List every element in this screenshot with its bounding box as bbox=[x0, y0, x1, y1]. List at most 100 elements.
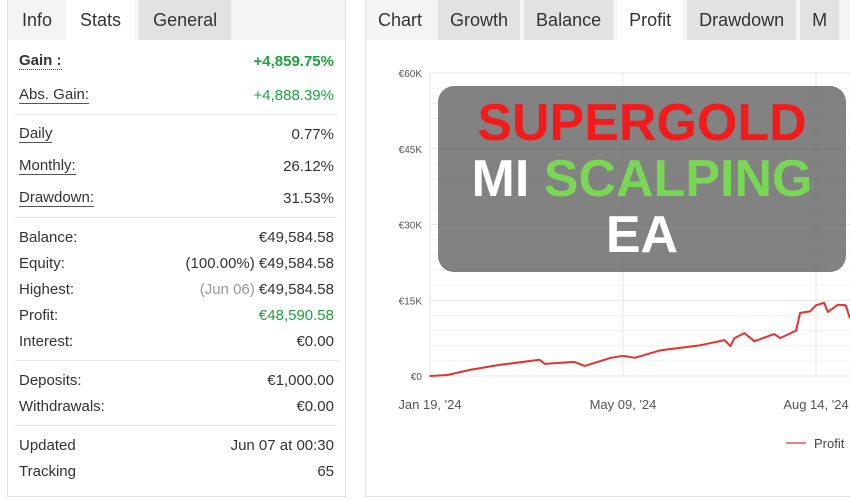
data-point bbox=[795, 329, 797, 332]
y-tick-label: €60K bbox=[399, 69, 423, 80]
daily-row: Daily 0.77% bbox=[8, 121, 345, 147]
data-point bbox=[799, 312, 801, 314]
tab-info[interactable]: Info bbox=[22, 10, 53, 30]
tab-profit[interactable]: Profit bbox=[617, 0, 684, 40]
divider bbox=[15, 217, 338, 218]
data-point bbox=[823, 301, 825, 304]
updated-label: Updated bbox=[19, 436, 76, 454]
data-point bbox=[827, 311, 829, 313]
daily-label[interactable]: Daily bbox=[19, 125, 53, 143]
data-point bbox=[610, 357, 612, 359]
data-point bbox=[729, 345, 732, 348]
data-point bbox=[573, 361, 576, 363]
left-tabs: Info Stats General bbox=[8, 0, 345, 40]
withdrawals-label: Withdrawals: bbox=[19, 397, 105, 415]
chart-tabs: Chart Growth Balance Profit Drawdown M bbox=[366, 0, 850, 40]
data-point bbox=[733, 337, 736, 339]
data-point bbox=[699, 344, 702, 346]
profit-label: Profit: bbox=[19, 306, 59, 324]
deposits-label: Deposits: bbox=[19, 371, 82, 389]
data-point bbox=[815, 304, 817, 307]
updated-value: Jun 07 at 00:30 bbox=[230, 436, 334, 454]
balance-row: Balance: €49,584.58 bbox=[8, 224, 345, 250]
tab-balance[interactable]: Balance bbox=[524, 0, 614, 40]
banner-word-ea: EA bbox=[605, 206, 679, 264]
daily-value: 0.77% bbox=[291, 125, 334, 143]
data-point bbox=[845, 304, 847, 307]
monthly-label[interactable]: Monthly: bbox=[19, 157, 76, 175]
data-point bbox=[753, 340, 756, 342]
gain-row: Gain : +4,859.75% bbox=[8, 48, 345, 74]
abs-gain-row: Abs. Gain: +4,888.39% bbox=[8, 82, 345, 108]
deposits-row: Deposits: €1,000.00 bbox=[8, 367, 345, 393]
y-tick-label: €15K bbox=[399, 296, 423, 307]
data-point bbox=[779, 337, 781, 339]
tab-drawdown[interactable]: Drawdown bbox=[687, 0, 797, 40]
divider bbox=[15, 360, 338, 361]
drawdown-label[interactable]: Drawdown: bbox=[19, 189, 95, 207]
monthly-row: Monthly: 26.12% bbox=[8, 153, 345, 179]
equity-percent: (100.00%) bbox=[185, 254, 255, 272]
highest-value: €49,584.58 bbox=[258, 280, 334, 298]
divider bbox=[15, 425, 338, 426]
tracking-value: 65 bbox=[317, 462, 334, 480]
x-tick-label: Jan 19, '24 bbox=[398, 397, 461, 412]
legend-label: Profit bbox=[814, 436, 845, 451]
chart-panel: Chart Growth Balance Profit Drawdown M bbox=[365, 0, 850, 497]
tab-general[interactable]: General bbox=[139, 0, 232, 40]
profit-value: €48,590.58 bbox=[258, 306, 334, 324]
profit-series-line bbox=[429, 301, 850, 377]
monthly-value: 26.12% bbox=[283, 157, 334, 175]
data-point bbox=[743, 332, 746, 334]
tab-growth[interactable]: Growth bbox=[438, 0, 521, 40]
data-point bbox=[583, 365, 586, 367]
data-point bbox=[837, 303, 839, 306]
data-point bbox=[538, 359, 541, 361]
y-tick-label: €30K bbox=[399, 221, 423, 232]
x-tick-label: May 09, '24 bbox=[590, 397, 657, 412]
data-point bbox=[723, 339, 726, 341]
interest-label: Interest: bbox=[19, 332, 74, 350]
data-point bbox=[660, 349, 662, 352]
x-tick-label: Aug 14, '24 bbox=[783, 397, 848, 412]
withdrawals-row: Withdrawals: €0.00 bbox=[8, 393, 345, 419]
profit-row: Profit: €48,590.58 bbox=[8, 302, 345, 328]
withdrawals-value: €0.00 bbox=[296, 397, 334, 415]
interest-value: €0.00 bbox=[296, 332, 334, 350]
balance-value: €49,584.58 bbox=[258, 228, 334, 246]
abs-gain-label[interactable]: Abs. Gain: bbox=[19, 86, 90, 104]
promo-banner: SUPERGOLD MI SCALPING EA bbox=[438, 86, 846, 272]
stats-panel: Info Stats General Gain : +4,859.75% Abs.… bbox=[7, 0, 346, 497]
banner-word-scalping: SCALPING bbox=[543, 150, 813, 208]
y-tick-label: €0 bbox=[411, 372, 423, 383]
data-point bbox=[469, 369, 471, 371]
data-point bbox=[429, 375, 431, 377]
equity-label: Equity: bbox=[19, 254, 65, 272]
tab-stats[interactable]: Stats bbox=[66, 0, 136, 40]
data-point bbox=[634, 357, 636, 359]
data-point bbox=[446, 374, 449, 376]
balance-label: Balance: bbox=[19, 228, 78, 246]
gain-label[interactable]: Gain : bbox=[19, 52, 62, 70]
abs-gain-value: +4,888.39% bbox=[253, 86, 335, 104]
tracking-row: Tracking 65 bbox=[8, 458, 345, 484]
y-tick-label: €45K bbox=[399, 145, 423, 156]
highest-date: (Jun 06) bbox=[199, 280, 255, 298]
highest-label: Highest: bbox=[19, 280, 75, 298]
data-point bbox=[543, 363, 546, 365]
tracking-label: Tracking bbox=[19, 462, 76, 480]
highest-row: Highest: (Jun 06) €49,584.58 bbox=[8, 276, 345, 302]
equity-row: Equity: (100.00%) €49,584.58 bbox=[8, 250, 345, 276]
drawdown-row: Drawdown: 31.53% bbox=[8, 185, 345, 211]
data-point bbox=[498, 364, 501, 366]
data-point bbox=[622, 355, 624, 357]
drawdown-value: 31.53% bbox=[283, 189, 334, 207]
tab-chart[interactable]: Chart bbox=[378, 10, 423, 30]
tab-more[interactable]: M bbox=[800, 0, 840, 40]
interest-row: Interest: €0.00 bbox=[8, 328, 345, 354]
data-point bbox=[809, 310, 811, 313]
data-point bbox=[773, 333, 776, 335]
divider bbox=[15, 114, 338, 115]
updated-row: Updated Jun 07 at 00:30 bbox=[8, 432, 345, 458]
gain-value: +4,859.75% bbox=[253, 52, 335, 70]
